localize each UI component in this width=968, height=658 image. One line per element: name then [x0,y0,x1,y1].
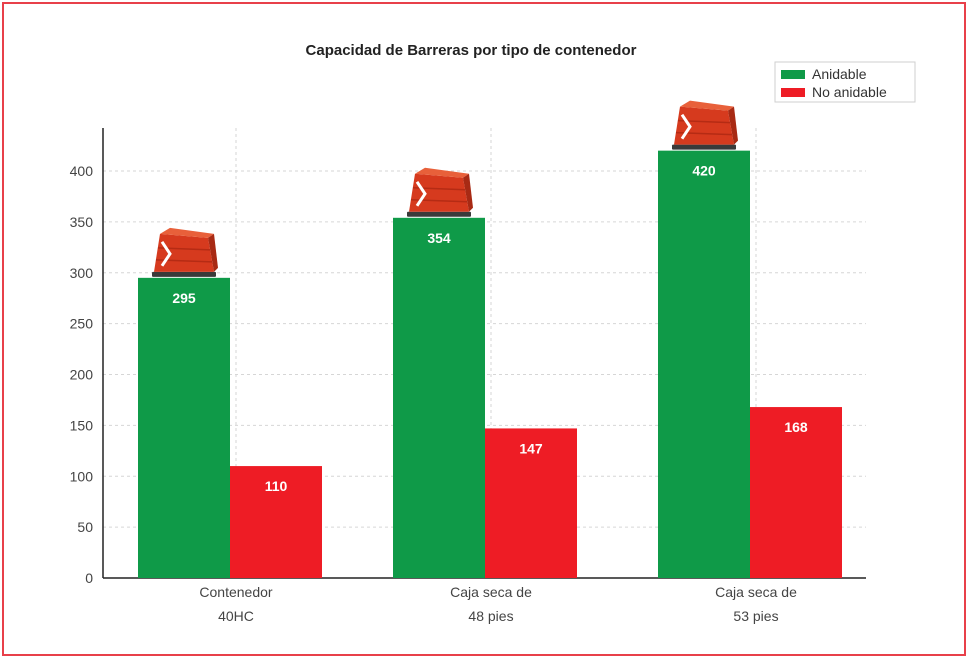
y-tick-label: 200 [70,367,94,383]
bar-anidable [393,217,485,578]
barrier-icon [152,227,218,277]
y-tick-label: 400 [70,163,94,179]
data-label: 420 [692,163,716,179]
barrier-icon [672,100,738,150]
x-tick-label: Caja seca de [450,584,532,600]
legend-swatch-anidable [781,70,805,79]
y-tick-label: 250 [70,316,94,332]
plot-area: 0 50 100 150 200 250 300 350 400 295 110 Contenedor… [70,100,866,624]
x-tick-label: Contenedor [199,584,273,600]
bar-anidable [138,277,230,578]
barrier-icon [407,167,473,217]
legend: Anidable No anidable [774,61,916,103]
y-tick-label: 50 [77,519,93,535]
data-label: 110 [265,478,288,494]
y-tick-label: 0 [85,570,93,586]
legend-label-anidable: Anidable [812,66,867,82]
legend-label-no-anidable: No anidable [812,84,887,100]
y-tick-label: 350 [70,214,94,230]
data-label: 168 [784,419,808,435]
y-tick-label: 300 [70,265,94,281]
x-tick-label: Caja seca de [715,584,797,600]
bar-no-anidable [750,407,842,578]
y-tick-label: 150 [70,417,94,433]
data-label: 147 [519,440,543,456]
y-tick-label: 100 [70,468,94,484]
data-label: 354 [427,230,451,246]
bar-no-anidable [230,466,322,578]
x-tick-label: 48 pies [468,608,513,624]
x-tick-label: 53 pies [733,608,778,624]
bar-no-anidable [485,428,577,578]
x-tick-label: 40HC [218,608,254,624]
bar-anidable [658,150,750,578]
chart-title: Capacidad de Barreras por tipo de conten… [306,42,637,59]
data-label: 295 [172,290,196,306]
legend-swatch-no-anidable [781,88,805,97]
